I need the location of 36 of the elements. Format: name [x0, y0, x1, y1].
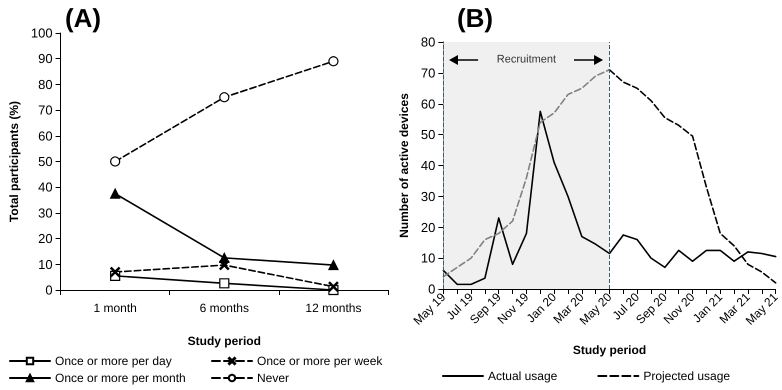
y-axis-title: Total participants (%)	[7, 100, 21, 222]
y-tick-label: 40	[38, 180, 53, 195]
y-tick-label: 40	[420, 158, 436, 173]
y-tick-label: 0	[428, 282, 436, 296]
x-tick-label: 1 month	[93, 301, 137, 315]
y-tick-label: 0	[45, 282, 53, 298]
legend-label: Projected usage	[643, 369, 730, 383]
chart-title: (B)	[457, 3, 494, 33]
y-tick-label: 60	[38, 128, 53, 144]
y-tick-label: 100	[30, 26, 53, 40]
y-tick-label: 70	[38, 102, 53, 118]
y-tick-label: 20	[420, 220, 436, 235]
y-tick-label: 80	[38, 76, 53, 92]
y-tick-label: 10	[420, 250, 436, 266]
y-tick-label: 30	[38, 205, 53, 220]
y-tick-label: 50	[420, 127, 436, 142]
legend-label: Once or more per month	[55, 371, 186, 385]
y-tick-label: 90	[38, 51, 53, 66]
y-tick-label: 50	[38, 154, 53, 169]
x-axis-title: Study period	[188, 334, 261, 348]
y-tick-label: 80	[420, 34, 436, 50]
x-axis-title: Study period	[572, 343, 646, 357]
y-tick-label: 20	[38, 231, 53, 246]
legend-label: Once or more per week	[257, 354, 384, 368]
y-tick-label: 70	[420, 65, 436, 80]
y-tick-label: 10	[38, 256, 53, 272]
legend-label: Never	[257, 371, 290, 385]
x-tick-label: 6 months	[200, 301, 249, 315]
y-tick-label: 30	[420, 188, 436, 204]
chart-title: (A)	[65, 3, 102, 33]
y-axis-title: Number of active devices	[397, 92, 411, 238]
x-tick-label: 12 months	[305, 301, 362, 315]
legend-label: Actual usage	[488, 369, 558, 383]
legend-label: Once or more per day	[55, 354, 172, 368]
band-label: Recruitment	[496, 54, 556, 66]
y-tick-label: 60	[420, 96, 436, 112]
